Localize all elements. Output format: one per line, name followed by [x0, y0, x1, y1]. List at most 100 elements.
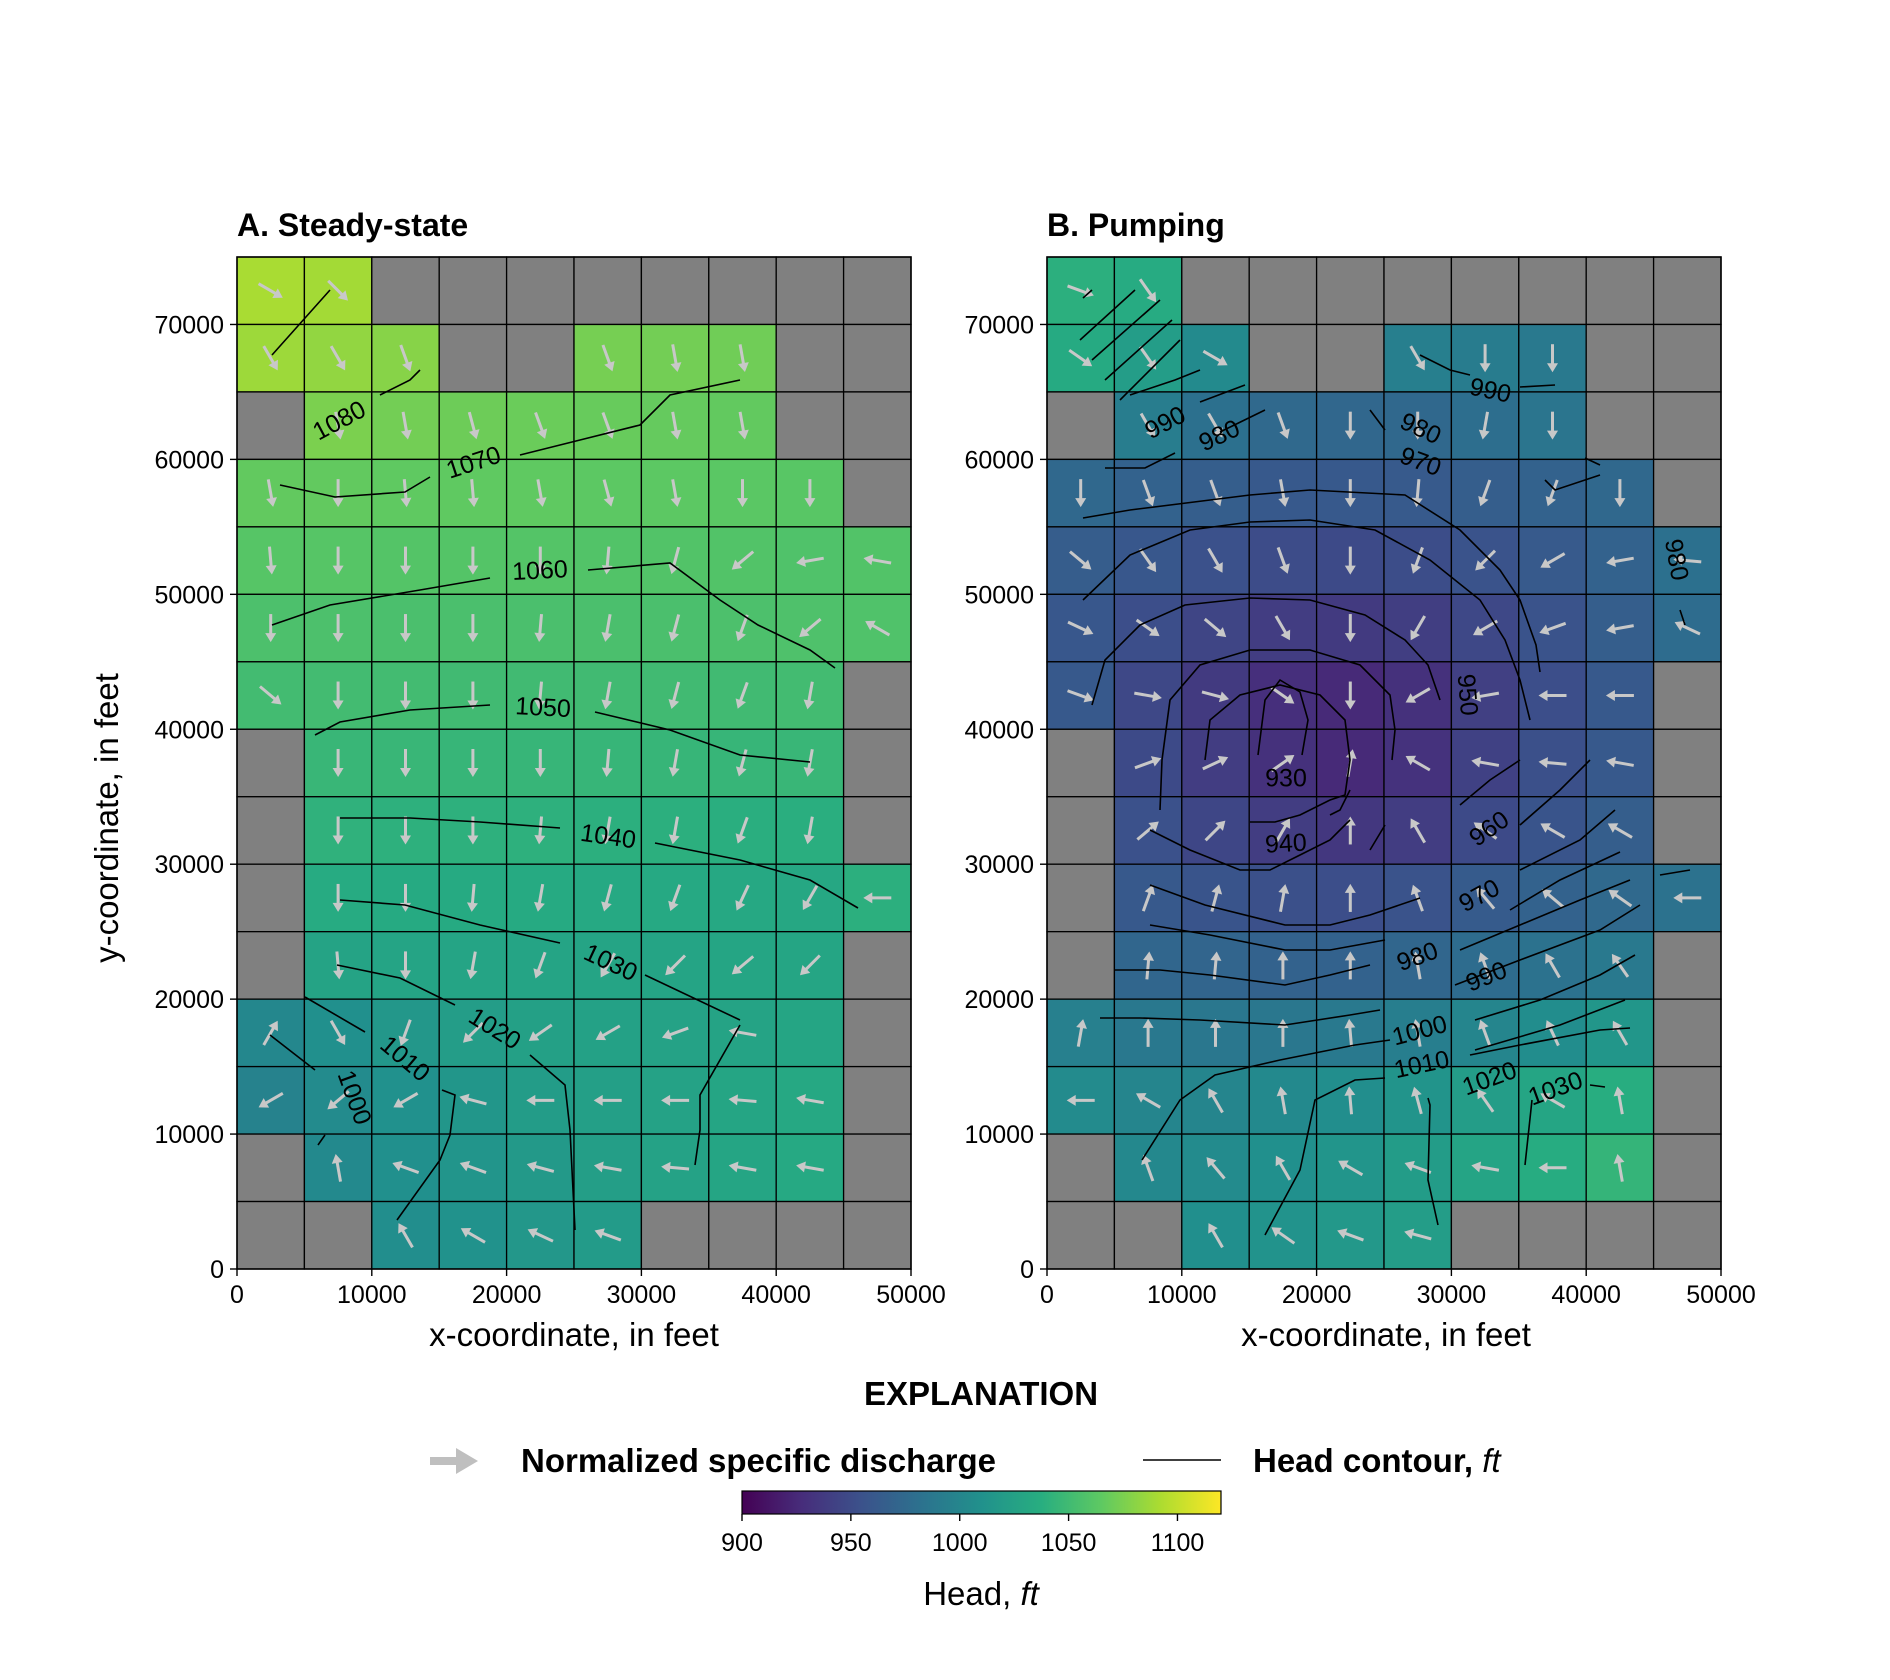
contour-940-b	[1204, 684, 1351, 823]
y-tick-label: 10000	[154, 1121, 224, 1149]
discharge-arrow	[467, 479, 479, 508]
discharge-arrow	[1271, 1227, 1296, 1245]
discharge-arrow	[1606, 556, 1634, 567]
discharge-arrows-b	[1066, 278, 1702, 1249]
discharge-arrow	[1135, 1093, 1161, 1109]
contour-950-b	[1159, 649, 1521, 851]
panel-a-title: A. Steady-state	[237, 207, 468, 243]
discharge-arrow	[601, 884, 613, 912]
discharge-arrow	[1611, 953, 1630, 978]
discharge-arrow	[1540, 1093, 1566, 1109]
inactive-cell	[842, 458, 912, 528]
discharge-arrow	[1344, 1018, 1356, 1047]
discharge-arrow	[467, 411, 480, 440]
discharge-arrow	[600, 952, 616, 978]
y-tick-label: 70000	[964, 311, 1034, 339]
contour-960b-b	[1149, 759, 1616, 926]
x-tick-label: 10000	[337, 1281, 407, 1309]
inactive-cell	[1181, 256, 1250, 326]
discharge-arrow	[1204, 820, 1226, 842]
y-tick-label: 0	[210, 1256, 224, 1284]
contour-1030b-a	[694, 1024, 741, 1166]
discharge-arrow	[668, 546, 681, 575]
inactive-cell	[236, 931, 306, 1000]
head-grid-b	[1046, 256, 1722, 1270]
contour-930-b	[1257, 678, 1351, 816]
inactive-cell	[1046, 863, 1116, 933]
discharge-arrow	[1278, 479, 1290, 507]
discharge-arrow	[1478, 1019, 1492, 1047]
discharge-arrow	[467, 614, 479, 643]
inactive-cell	[1046, 931, 1116, 1000]
discharge-arrow	[1405, 755, 1431, 772]
inactive-cell	[1113, 1200, 1183, 1270]
legend-heading: EXPLANATION	[864, 1375, 1098, 1412]
inactive-cell	[1585, 256, 1655, 326]
inactive-cell	[1315, 323, 1385, 393]
discharge-arrow	[332, 479, 344, 508]
discharge-arrow	[332, 681, 344, 710]
discharge-arrow	[595, 1024, 621, 1041]
discharge-arrow	[459, 1093, 487, 1106]
head-contours-a	[269, 289, 859, 1231]
inactive-cell	[236, 863, 306, 933]
discharge-arrow	[1068, 348, 1093, 367]
contour-940b-b	[1149, 819, 1351, 871]
discharge-arrow	[1276, 411, 1290, 439]
discharge-arrow	[668, 884, 682, 912]
contour-990-b	[1105, 354, 1556, 469]
discharge-arrow	[1405, 687, 1431, 703]
y-axis-label-a: y-coordinate, in feet	[88, 673, 125, 963]
contour-label-a: 1060	[511, 555, 568, 586]
inactive-cell	[775, 323, 845, 393]
discharge-arrow	[400, 411, 412, 440]
discharge-arrow	[1344, 411, 1356, 440]
contour-1000-a	[269, 1034, 326, 1146]
contour-1050-a	[314, 704, 811, 763]
discharge-arrow	[1139, 412, 1156, 438]
contour-1060-a	[271, 562, 836, 669]
discharge-arrow	[601, 748, 613, 777]
discharge-arrow	[796, 1161, 824, 1173]
discharge-arrow	[262, 345, 278, 371]
discharge-arrow	[1210, 884, 1223, 912]
discharge-arrow	[1275, 1155, 1292, 1181]
discharge-arrow	[1404, 1228, 1432, 1241]
y-tick-label: 10000	[964, 1121, 1034, 1149]
discharge-arrow	[802, 885, 819, 911]
discharge-arrow	[1142, 1018, 1154, 1047]
discharge-arrow	[1478, 411, 1490, 440]
discharge-arrow	[601, 681, 613, 710]
discharge-arrow	[1277, 951, 1289, 980]
discharge-arrow	[1607, 823, 1633, 839]
inactive-cell	[505, 323, 575, 393]
discharge-arrow	[803, 681, 815, 710]
inactive-cell	[1652, 458, 1722, 528]
discharge-arrow	[796, 1094, 824, 1105]
discharge-arrow	[1478, 952, 1492, 980]
y-tick-label: 50000	[964, 581, 1034, 609]
discharge-arrow	[735, 681, 749, 709]
discharge-arrow	[1606, 756, 1634, 768]
inactive-cell	[842, 1065, 912, 1135]
discharge-arrow	[661, 1161, 690, 1173]
discharge-arrow	[466, 883, 478, 912]
discharge-arrow	[668, 614, 681, 642]
discharge-arrow	[1471, 690, 1500, 702]
discharge-arrow	[1540, 552, 1566, 568]
discharge-arrow	[1136, 821, 1159, 841]
discharge-arrow	[1410, 884, 1424, 912]
discharge-arrow	[467, 681, 479, 710]
inactive-cell	[842, 796, 912, 865]
inactive-cell	[1450, 1200, 1520, 1270]
inactive-cell	[1383, 256, 1453, 326]
discharge-arrow	[1202, 755, 1229, 771]
contour-1010-a	[304, 996, 456, 1221]
discharge-arrow	[1206, 1157, 1226, 1180]
inactive-cell	[1046, 1200, 1116, 1270]
discharge-arrow	[1067, 689, 1094, 703]
discharge-arrow	[1138, 548, 1157, 573]
discharge-arrow	[1613, 1086, 1625, 1115]
y-tick-label: 30000	[964, 851, 1034, 879]
discharge-arrow	[1673, 554, 1702, 566]
